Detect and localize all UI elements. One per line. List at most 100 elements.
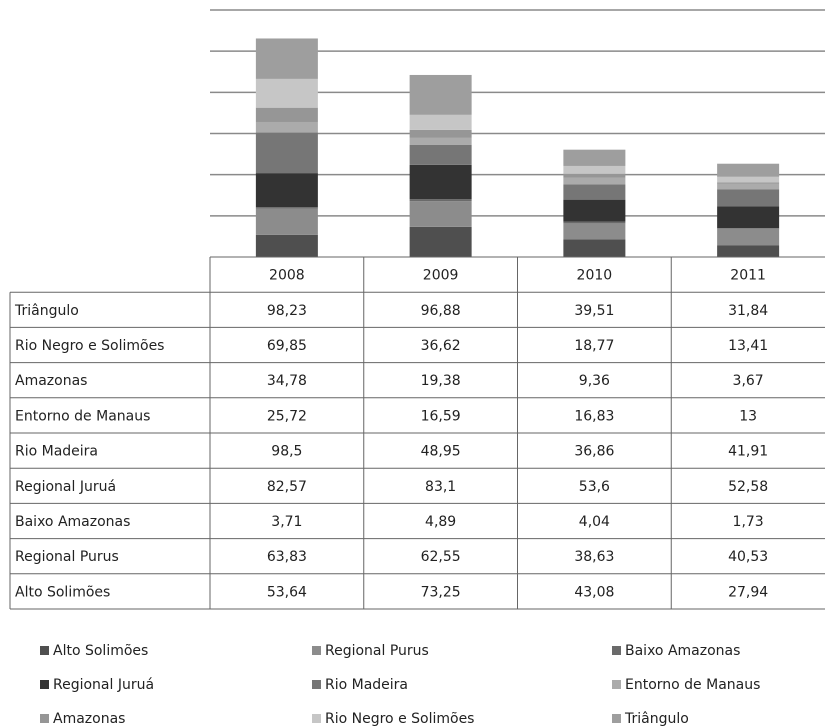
- bar-segment: [717, 176, 780, 183]
- legend-swatch: [40, 646, 49, 655]
- table-cell: 40,53: [728, 549, 768, 565]
- bar-segment: [409, 144, 472, 165]
- table-header: 2009: [423, 268, 459, 284]
- table-cell: 53,64: [267, 584, 307, 600]
- legend-swatch: [40, 680, 49, 689]
- bar-segment: [717, 189, 780, 207]
- legend-label: Baixo Amazonas: [625, 643, 740, 659]
- bar-segment: [255, 78, 318, 108]
- bar-segment: [409, 129, 472, 138]
- bar-segment: [409, 137, 472, 145]
- table-cell: 82,57: [267, 479, 307, 495]
- row-label: Regional Juruá: [15, 479, 116, 495]
- bar-segment: [409, 114, 472, 130]
- legend-swatch: [612, 646, 621, 655]
- table-cell: 31,84: [728, 303, 768, 319]
- legend-label: Triângulo: [624, 711, 689, 726]
- table-cell: 16,59: [421, 408, 461, 424]
- bar-segment: [409, 199, 472, 202]
- table-header: 2010: [577, 268, 613, 284]
- legend-label: Alto Solimões: [53, 643, 148, 659]
- table-cell: 3,71: [271, 514, 302, 530]
- table-cell: 41,91: [728, 444, 768, 460]
- bar-segment: [255, 208, 318, 235]
- table-cell: 83,1: [425, 479, 456, 495]
- table-cell: 34,78: [267, 373, 307, 389]
- table-cell: 52,58: [728, 479, 768, 495]
- table-cell: 53,6: [579, 479, 610, 495]
- bar-segment: [717, 228, 780, 229]
- bar-segment: [409, 201, 472, 227]
- row-label: Rio Madeira: [15, 444, 98, 460]
- table-cell: 1,73: [733, 514, 764, 530]
- bar-segment: [563, 199, 626, 222]
- table-cell: 36,62: [421, 338, 461, 354]
- bar-segment: [717, 228, 780, 246]
- table-cell: 9,36: [579, 373, 610, 389]
- bar-segment: [563, 149, 626, 166]
- row-label: Rio Negro e Solimões: [15, 338, 164, 354]
- bar-segment: [717, 182, 780, 184]
- bar-segment: [563, 173, 626, 178]
- table-cell: 43,08: [574, 584, 614, 600]
- legend-label: Amazonas: [53, 711, 125, 726]
- table-cell: 25,72: [267, 408, 307, 424]
- bar-segment: [717, 245, 780, 257]
- bar-segment: [255, 121, 318, 133]
- table-cell: 4,04: [579, 514, 610, 530]
- table-header: 2008: [269, 268, 305, 284]
- table-cell: 18,77: [574, 338, 614, 354]
- table-cell: 36,86: [574, 444, 614, 460]
- table-cell: 38,63: [574, 549, 614, 565]
- table-cell: 39,51: [574, 303, 614, 319]
- table-cell: 98,23: [267, 303, 307, 319]
- bar-segment: [717, 163, 780, 177]
- table-cell: 4,89: [425, 514, 456, 530]
- row-label: Baixo Amazonas: [15, 514, 130, 530]
- table-cell: 27,94: [728, 584, 768, 600]
- legend-swatch: [612, 714, 621, 723]
- row-label: Alto Solimões: [15, 584, 110, 600]
- table-cell: 73,25: [421, 584, 461, 600]
- legend-label: Regional Juruá: [53, 677, 154, 693]
- table-cell: 98,5: [271, 444, 302, 460]
- legend-swatch: [612, 680, 621, 689]
- bar-segment: [409, 226, 472, 257]
- bar-segment: [717, 183, 780, 190]
- table-cell: 13,41: [728, 338, 768, 354]
- bar-segment: [409, 164, 472, 200]
- table-cell: 63,83: [267, 549, 307, 565]
- bar-segment: [563, 177, 626, 185]
- bar-segment: [255, 207, 318, 209]
- bar-segment: [409, 74, 472, 115]
- table-cell: 48,95: [421, 444, 461, 460]
- legend-swatch: [40, 714, 49, 723]
- table-cell: 96,88: [421, 303, 461, 319]
- bar-segment: [563, 223, 626, 240]
- bar-segment: [563, 221, 626, 224]
- table-cell: 19,38: [421, 373, 461, 389]
- table-cell: 16,83: [574, 408, 614, 424]
- bar-segment: [563, 165, 626, 174]
- row-label: Regional Purus: [15, 549, 119, 565]
- legend-label: Entorno de Manaus: [625, 677, 760, 693]
- row-label: Amazonas: [15, 373, 87, 389]
- table-cell: 69,85: [267, 338, 307, 354]
- legend-swatch: [312, 680, 321, 689]
- table-cell: 13: [739, 408, 757, 424]
- bar-segment: [255, 234, 318, 257]
- bar-segment: [255, 173, 318, 208]
- row-label: Triângulo: [14, 303, 79, 319]
- legend-label: Rio Negro e Solimões: [325, 711, 474, 726]
- bar-segment: [717, 206, 780, 229]
- bar-segment: [255, 132, 318, 174]
- legend-label: Rio Madeira: [325, 677, 408, 693]
- bar-segment: [255, 38, 318, 79]
- legend-swatch: [312, 714, 321, 723]
- bar-segment: [255, 107, 318, 122]
- row-label: Entorno de Manaus: [15, 408, 150, 424]
- table-cell: 62,55: [421, 549, 461, 565]
- legend-label: Regional Purus: [325, 643, 429, 659]
- bar-segment: [563, 239, 626, 257]
